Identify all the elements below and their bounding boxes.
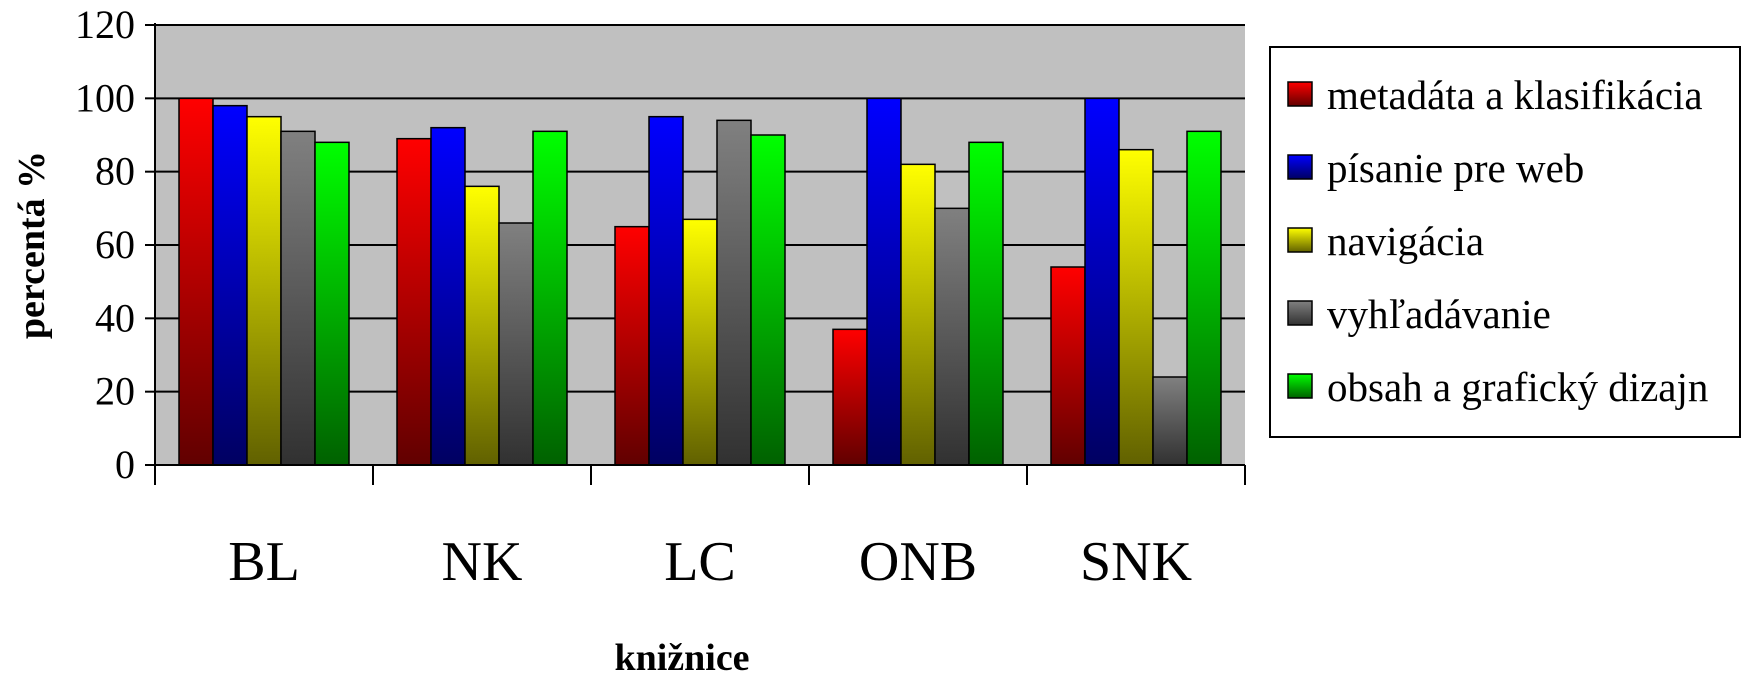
bar xyxy=(1050,266,1086,466)
bar xyxy=(464,185,500,466)
bar xyxy=(280,130,316,466)
bar xyxy=(832,328,868,466)
bar xyxy=(246,115,282,466)
y-axis-title: percentá % xyxy=(11,151,53,339)
legend-swatch xyxy=(1287,154,1313,180)
legend-label: obsah a grafický dizajn xyxy=(1327,364,1708,410)
legend: metadáta a klasifikácia písanie pre web na… xyxy=(1269,46,1741,438)
legend-swatch xyxy=(1287,81,1313,107)
bars xyxy=(178,97,1222,466)
bar xyxy=(750,134,786,466)
bar xyxy=(1152,376,1188,466)
bar xyxy=(498,222,534,466)
bar xyxy=(682,218,718,466)
axes xyxy=(145,23,1246,485)
legend-label: navigácia xyxy=(1327,218,1484,264)
y-tick-label: 120 xyxy=(75,2,135,47)
bar xyxy=(1118,148,1154,466)
bar xyxy=(1186,130,1222,466)
y-tick-labels: 0 20 40 60 80 100 120 xyxy=(75,2,135,487)
y-tick-label: 100 xyxy=(75,75,135,120)
legend-box xyxy=(1269,46,1741,438)
bar xyxy=(900,163,936,466)
bar xyxy=(614,225,650,466)
category-label: BL xyxy=(228,531,300,593)
y-tick-label: 20 xyxy=(95,369,135,414)
legend-label: metadáta a klasifikácia xyxy=(1327,72,1703,118)
bar xyxy=(430,126,466,466)
y-tick-label: 0 xyxy=(115,442,135,487)
legend-label: vyhľadávanie xyxy=(1327,291,1551,337)
legend-swatch xyxy=(1287,300,1313,326)
category-label: SNK xyxy=(1080,531,1192,593)
y-tick-label: 60 xyxy=(95,222,135,267)
x-axis-title: knižnice xyxy=(614,637,749,675)
legend-swatch xyxy=(1287,227,1313,253)
bar xyxy=(716,119,752,466)
bar xyxy=(648,115,684,466)
bar xyxy=(866,97,902,466)
bar xyxy=(1084,97,1120,466)
bar xyxy=(934,207,970,466)
legend-swatch xyxy=(1287,373,1313,399)
bar xyxy=(212,104,248,466)
y-tick-label: 80 xyxy=(95,149,135,194)
bar xyxy=(314,141,350,466)
bar xyxy=(178,97,214,466)
legend-label: písanie pre web xyxy=(1327,145,1584,191)
bar xyxy=(968,141,1004,466)
category-label: LC xyxy=(664,531,736,593)
category-label: NK xyxy=(442,531,523,593)
x-tick-labels: BL NK LC ONB SNK xyxy=(228,531,1192,593)
y-tick-label: 40 xyxy=(95,295,135,340)
bar xyxy=(532,130,568,466)
bar xyxy=(396,137,432,466)
category-label: ONB xyxy=(859,531,977,593)
